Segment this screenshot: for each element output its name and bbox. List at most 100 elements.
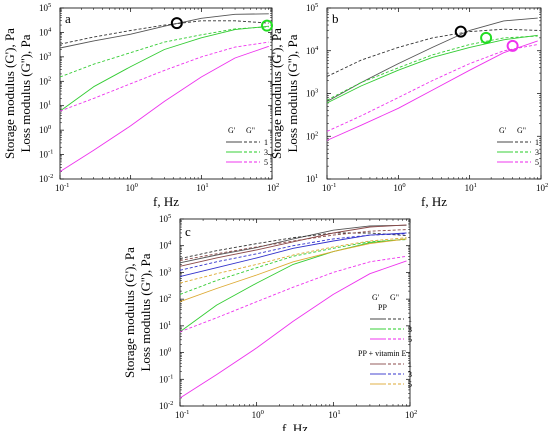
series-line (59, 45, 269, 172)
legend-header-gdoubleprime: G" (390, 293, 399, 302)
y-axis-title: Storage modulus (G'), Pa (2, 28, 17, 159)
y-tick-label: 10-2 (39, 173, 53, 184)
legend-entry-label: 5 (408, 335, 412, 344)
series-line (179, 255, 407, 333)
legend-entry-label: 1 (264, 138, 268, 147)
y-tick-label: 103 (159, 266, 171, 277)
x-axis-title: f, Hz (421, 194, 447, 209)
x-tick-label: 10-1 (175, 409, 189, 420)
y-tick-label: 105 (39, 2, 51, 13)
panel-letter: b (332, 11, 339, 26)
series-line (326, 28, 538, 77)
x-tick-label: 100 (393, 182, 405, 193)
y-axis-title: Loss modulus (G''), Pa (285, 34, 300, 152)
legend-entry-label: 1 (535, 138, 539, 147)
x-tick-label: 101 (328, 409, 340, 420)
series-line (179, 232, 407, 260)
y-tick-label: 104 (39, 26, 52, 37)
series-line (326, 44, 538, 132)
legend-entry-label: 1 (408, 360, 412, 369)
crossover-marker (261, 19, 274, 32)
series-line (179, 224, 407, 264)
y-axis-title: Loss modulus (G''), Pa (138, 253, 153, 371)
series-line (179, 237, 407, 284)
series-line (179, 233, 407, 271)
x-tick-label: 102 (536, 182, 548, 193)
y-tick-label: 103 (306, 88, 318, 99)
legend: G' G" 135 (497, 126, 539, 167)
x-tick-label: 101 (196, 182, 208, 193)
legend-entry-label: 5 (535, 158, 539, 167)
x-axis-title: f, Hz (153, 194, 179, 209)
legend-group-title: PP + vitamin E (358, 349, 407, 358)
panel-letter: c (185, 224, 191, 239)
chart-panel-a: 10-1 100 101 10210-210-1100101102103104105a… (2, 2, 279, 209)
series-line (326, 40, 538, 141)
crossover-marker (454, 25, 467, 38)
chart-panel-b: 10-1 100 101 102 101 102 103 104 105 b f, Hz Storag… (269, 2, 548, 209)
x-tick-label: 100 (252, 409, 264, 420)
legend-entry-label: 3 (408, 325, 412, 334)
legend-entry-label: 1 (408, 315, 412, 324)
legend-header-gdoubleprime: G" (246, 126, 255, 135)
y-tick-label: 102 (159, 293, 171, 304)
x-tick-label: 10-1 (55, 182, 69, 193)
legend-header-gprime: G' (499, 126, 507, 135)
y-tick-label: 100 (159, 347, 171, 358)
x-tick-label: 102 (267, 182, 279, 193)
crossover-marker (480, 31, 493, 44)
x-tick-label: 101 (465, 182, 477, 193)
x-tick-label: 102 (405, 409, 417, 420)
y-tick-label: 101 (306, 173, 318, 184)
y-tick-label: 10-1 (159, 373, 173, 384)
y-axis-title: Loss modulus (G''), Pa (18, 34, 33, 152)
y-tick-label: 101 (159, 320, 171, 331)
y-tick-label: 103 (39, 51, 51, 62)
y-tick-label: 104 (306, 45, 319, 56)
x-tick-label: 10-1 (322, 182, 336, 193)
y-tick-label: 10-1 (39, 149, 53, 160)
y-axis-title: Storage modulus (G'), Pa (269, 28, 284, 159)
plot-frame (326, 7, 542, 180)
y-tick-label: 104 (159, 240, 172, 251)
plot-frame (59, 7, 273, 180)
series-line (326, 17, 538, 102)
y-tick-label: 105 (306, 2, 318, 13)
legend-entry-label: 3 (535, 148, 539, 157)
series-line (179, 232, 407, 278)
crossover-marker (506, 39, 519, 52)
legend-group-title: PP (378, 303, 387, 312)
y-tick-label: 105 (159, 213, 171, 224)
legend-entry-label: 5 (264, 158, 268, 167)
legend-entry-label: 3 (408, 370, 412, 379)
x-tick-label: 100 (126, 182, 138, 193)
series-line (59, 20, 269, 45)
y-tick-label: 10-2 (159, 400, 173, 411)
legend-entry-label: 5 (408, 380, 412, 389)
crossover-marker (170, 17, 183, 30)
series-line (59, 41, 269, 112)
series-line (179, 239, 407, 295)
y-tick-label: 100 (39, 124, 51, 135)
legend-entry-label: 3 (264, 148, 268, 157)
legend: G' G" 135 (226, 126, 268, 167)
x-axis-title: f, Hz (282, 421, 308, 431)
series-line (59, 26, 269, 78)
y-axis-title: Storage modulus (G'), Pa (122, 247, 137, 378)
series-line (179, 238, 407, 333)
series-line (59, 25, 269, 112)
legend-header-gprime: G' (228, 126, 236, 135)
chart-panel-c: 10-1 100 101 10210-210-1100101102103104105c… (122, 213, 417, 431)
series-line (179, 229, 407, 261)
series-line (326, 34, 538, 104)
legend-header-gprime: G' (372, 293, 380, 302)
series-line (179, 224, 407, 267)
plot-frame (179, 218, 411, 407)
series-line (59, 13, 269, 49)
y-tick-label: 102 (39, 75, 51, 86)
y-tick-label: 102 (306, 130, 318, 141)
y-tick-label: 101 (39, 100, 51, 111)
series-line (179, 260, 407, 399)
